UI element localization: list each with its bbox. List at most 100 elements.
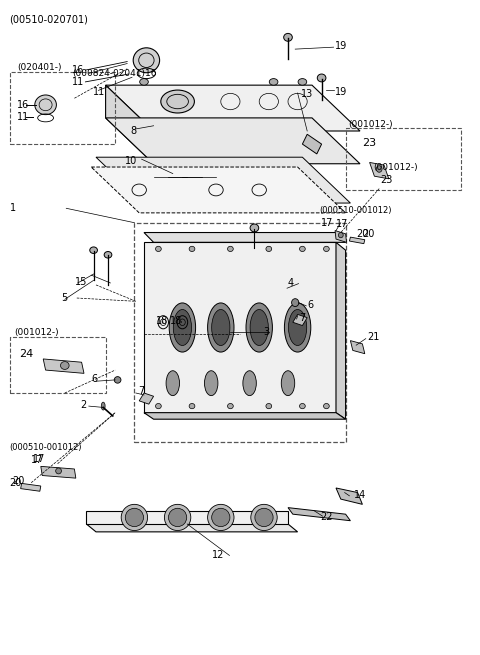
Polygon shape: [139, 393, 154, 404]
Ellipse shape: [208, 303, 234, 352]
Polygon shape: [288, 508, 350, 521]
Ellipse shape: [156, 403, 161, 409]
Ellipse shape: [204, 371, 218, 396]
Text: (020401-): (020401-): [17, 63, 61, 72]
Text: (001012-): (001012-): [14, 328, 59, 337]
Ellipse shape: [338, 233, 343, 238]
Text: 11: 11: [17, 111, 29, 122]
Ellipse shape: [324, 246, 329, 252]
Polygon shape: [21, 483, 41, 491]
Ellipse shape: [104, 252, 112, 258]
Ellipse shape: [288, 310, 307, 346]
Ellipse shape: [266, 246, 272, 252]
Polygon shape: [336, 242, 346, 419]
Text: (000510-001012): (000510-001012): [319, 206, 392, 215]
Polygon shape: [106, 85, 154, 164]
Ellipse shape: [251, 504, 277, 531]
Ellipse shape: [161, 90, 194, 113]
Text: (000824-02041)16: (000824-02041)16: [72, 69, 156, 78]
Text: 16: 16: [17, 100, 29, 110]
Ellipse shape: [208, 504, 234, 531]
Text: 11: 11: [93, 86, 105, 97]
Text: 20: 20: [12, 476, 24, 487]
Text: 7: 7: [299, 312, 305, 323]
Text: 17: 17: [321, 217, 333, 228]
Polygon shape: [302, 134, 322, 154]
Ellipse shape: [90, 247, 97, 253]
Ellipse shape: [300, 403, 305, 409]
Ellipse shape: [250, 224, 259, 232]
Polygon shape: [86, 511, 288, 524]
Text: 12: 12: [212, 550, 225, 561]
Polygon shape: [349, 237, 365, 244]
Text: 20: 20: [10, 477, 22, 488]
Text: 6: 6: [307, 299, 313, 310]
Text: 2: 2: [81, 400, 87, 410]
Ellipse shape: [250, 310, 268, 346]
Text: 24: 24: [19, 348, 34, 359]
Ellipse shape: [168, 508, 187, 527]
Ellipse shape: [269, 79, 278, 85]
Text: 18: 18: [170, 316, 183, 326]
Text: 11: 11: [72, 77, 84, 87]
Text: 10: 10: [124, 156, 137, 166]
Text: 21: 21: [367, 332, 380, 343]
Text: 3: 3: [263, 327, 269, 337]
Ellipse shape: [212, 310, 230, 346]
Text: 1: 1: [10, 203, 16, 214]
Ellipse shape: [228, 403, 233, 409]
Polygon shape: [91, 167, 346, 213]
Ellipse shape: [189, 246, 195, 252]
Text: 15: 15: [75, 276, 88, 287]
Polygon shape: [144, 242, 336, 413]
Text: 20: 20: [356, 229, 369, 240]
Ellipse shape: [376, 166, 382, 172]
Ellipse shape: [284, 303, 311, 352]
Polygon shape: [41, 466, 76, 478]
Text: 16: 16: [72, 65, 84, 75]
Ellipse shape: [189, 403, 195, 409]
Text: 22: 22: [321, 512, 333, 523]
Ellipse shape: [166, 371, 180, 396]
Ellipse shape: [60, 362, 69, 369]
Text: 17: 17: [33, 453, 45, 464]
Ellipse shape: [300, 246, 305, 252]
Ellipse shape: [324, 403, 329, 409]
Text: 20: 20: [362, 229, 375, 239]
Text: 5: 5: [61, 293, 68, 303]
Text: 19: 19: [335, 41, 347, 51]
Ellipse shape: [35, 95, 57, 115]
Text: 6: 6: [91, 373, 97, 384]
Polygon shape: [144, 233, 346, 242]
Ellipse shape: [156, 246, 161, 252]
Ellipse shape: [291, 299, 299, 307]
Ellipse shape: [284, 33, 292, 41]
Ellipse shape: [164, 504, 191, 531]
Ellipse shape: [121, 504, 148, 531]
Text: 18: 18: [156, 316, 168, 326]
Ellipse shape: [246, 303, 273, 352]
Ellipse shape: [114, 377, 121, 383]
Polygon shape: [106, 118, 360, 164]
Polygon shape: [106, 85, 360, 131]
Text: 19: 19: [335, 86, 347, 97]
Ellipse shape: [298, 79, 307, 85]
Text: (001012-): (001012-): [348, 120, 393, 129]
Text: 23: 23: [381, 175, 393, 185]
Text: 17: 17: [31, 455, 44, 465]
Ellipse shape: [317, 74, 326, 82]
Ellipse shape: [125, 508, 144, 527]
Polygon shape: [350, 341, 365, 354]
Ellipse shape: [173, 310, 192, 346]
Ellipse shape: [255, 508, 273, 527]
Ellipse shape: [281, 371, 295, 396]
Text: 4: 4: [288, 278, 294, 288]
Polygon shape: [43, 359, 84, 373]
Ellipse shape: [101, 402, 105, 410]
Ellipse shape: [228, 246, 233, 252]
Text: 7: 7: [138, 386, 144, 396]
Text: (000510-001012): (000510-001012): [10, 443, 82, 452]
Text: 13: 13: [301, 88, 313, 99]
Polygon shape: [335, 231, 347, 242]
Ellipse shape: [243, 371, 256, 396]
